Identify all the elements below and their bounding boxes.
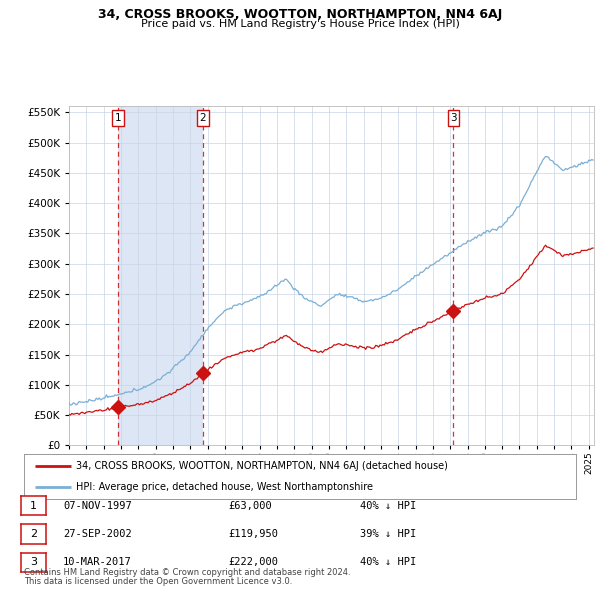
Bar bbox=[118, 106, 203, 445]
Text: £63,000: £63,000 bbox=[228, 501, 272, 510]
Text: 40% ↓ HPI: 40% ↓ HPI bbox=[360, 558, 416, 567]
Text: This data is licensed under the Open Government Licence v3.0.: This data is licensed under the Open Gov… bbox=[24, 578, 292, 586]
Text: HPI: Average price, detached house, West Northamptonshire: HPI: Average price, detached house, West… bbox=[76, 481, 373, 491]
Text: 34, CROSS BROOKS, WOOTTON, NORTHAMPTON, NN4 6AJ (detached house): 34, CROSS BROOKS, WOOTTON, NORTHAMPTON, … bbox=[76, 461, 448, 471]
Text: 1: 1 bbox=[115, 113, 122, 123]
Text: 27-SEP-2002: 27-SEP-2002 bbox=[63, 529, 132, 539]
Text: 34, CROSS BROOKS, WOOTTON, NORTHAMPTON, NN4 6AJ: 34, CROSS BROOKS, WOOTTON, NORTHAMPTON, … bbox=[98, 8, 502, 21]
Text: 10-MAR-2017: 10-MAR-2017 bbox=[63, 558, 132, 567]
Text: 39% ↓ HPI: 39% ↓ HPI bbox=[360, 529, 416, 539]
Text: 2: 2 bbox=[30, 529, 37, 539]
Text: 1: 1 bbox=[30, 501, 37, 510]
Text: Contains HM Land Registry data © Crown copyright and database right 2024.: Contains HM Land Registry data © Crown c… bbox=[24, 568, 350, 577]
Text: £119,950: £119,950 bbox=[228, 529, 278, 539]
Text: Price paid vs. HM Land Registry's House Price Index (HPI): Price paid vs. HM Land Registry's House … bbox=[140, 19, 460, 29]
Text: 3: 3 bbox=[30, 558, 37, 567]
Text: 40% ↓ HPI: 40% ↓ HPI bbox=[360, 501, 416, 510]
Text: 3: 3 bbox=[450, 113, 457, 123]
Text: 07-NOV-1997: 07-NOV-1997 bbox=[63, 501, 132, 510]
Text: £222,000: £222,000 bbox=[228, 558, 278, 567]
Text: 2: 2 bbox=[200, 113, 206, 123]
